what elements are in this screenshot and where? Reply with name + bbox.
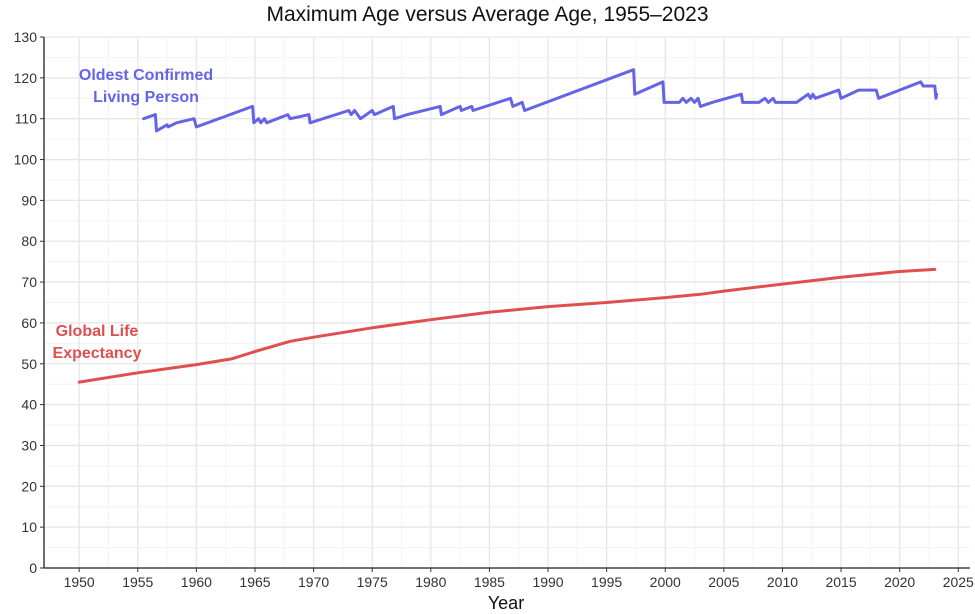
y-tick-label: 20 (21, 478, 37, 494)
x-axis-title: Year (488, 593, 524, 613)
x-tick-label: 1970 (298, 574, 329, 590)
series-line-life (77, 267, 937, 384)
series-label-line: Living Person (93, 89, 199, 106)
y-tick-label: 130 (14, 29, 38, 45)
series-layer (77, 68, 939, 384)
y-tick-label: 70 (21, 274, 37, 290)
x-tick-label: 1950 (64, 574, 95, 590)
y-tick-label: 0 (29, 560, 37, 576)
y-tick-label: 80 (21, 233, 37, 249)
x-tick-label: 1980 (415, 574, 446, 590)
y-tick-label: 110 (15, 111, 38, 127)
x-tick-label: 2000 (650, 574, 681, 590)
axes-layer: 0 10 20 30 40 50 60 70 80 90 100 110 120 130 1950 1955 1… (14, 29, 974, 590)
x-tick-label: 2005 (708, 574, 739, 590)
y-tick-label: 10 (21, 519, 37, 535)
series-line-oldest (142, 68, 939, 133)
y-tick-label: 60 (21, 315, 37, 331)
y-tick-label: 30 (21, 437, 37, 453)
x-tick-label: 1995 (591, 574, 622, 590)
x-tick-label: 2010 (767, 574, 798, 590)
grid-layer (44, 36, 970, 569)
series-label-line: Global Life (56, 323, 139, 340)
x-tick-label: 2025 (943, 574, 974, 590)
x-tick-label: 2020 (884, 574, 915, 590)
y-tick-label: 100 (14, 152, 38, 168)
x-tick-label: 1960 (181, 574, 212, 590)
x-tick-label: 1985 (474, 574, 505, 590)
series-label-oldest: Oldest Confirmed Living Person (79, 67, 213, 106)
y-tick-label: 40 (21, 397, 37, 413)
series-label-life: Global Life Expectancy (53, 323, 142, 362)
x-tick-label: 2015 (825, 574, 856, 590)
y-tick-label: 90 (21, 192, 37, 208)
y-tick-label: 50 (21, 356, 37, 372)
labels-layer: Oldest Confirmed Living Person Global Life… (53, 67, 214, 362)
x-tick-label: 1955 (122, 574, 153, 590)
x-tick-label: 1975 (357, 574, 388, 590)
series-label-line: Expectancy (53, 345, 142, 362)
y-tick-label: 120 (14, 70, 38, 86)
x-tick-label: 1965 (239, 574, 270, 590)
series-label-line: Oldest Confirmed (79, 67, 213, 84)
chart-title: Maximum Age versus Average Age, 1955–202… (266, 3, 709, 26)
x-tick-label: 1990 (532, 574, 563, 590)
